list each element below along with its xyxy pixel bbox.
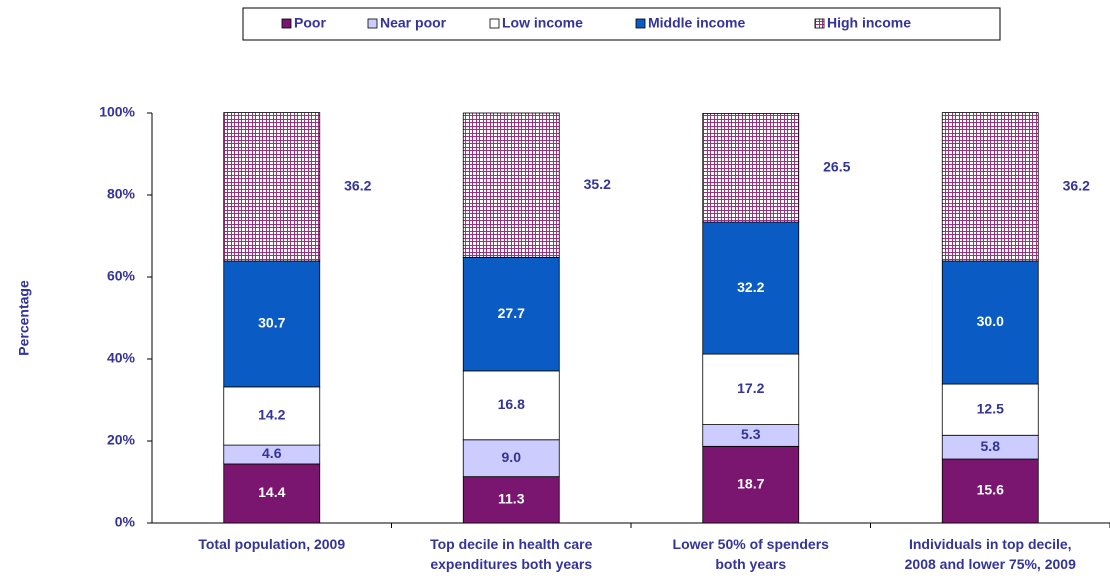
x-tick-label-line: 2008 and lower 75%, 2009 xyxy=(905,556,1076,572)
value-label: 36.2 xyxy=(344,178,371,194)
value-label: 14.4 xyxy=(258,484,285,500)
value-label: 17.2 xyxy=(737,380,764,396)
legend-label: High income xyxy=(827,15,911,31)
legend-swatch xyxy=(635,18,646,29)
value-label: 18.7 xyxy=(737,475,764,491)
x-tick-label-line: Individuals in top decile, xyxy=(909,536,1072,552)
x-tick-label: Total population, 2009 xyxy=(198,536,345,552)
x-tick-label-line: expenditures both years xyxy=(430,556,592,572)
x-tick-label: Top decile in health care expenditures bo… xyxy=(430,536,593,572)
x-tick-label-line: Lower 50% of spenders xyxy=(673,536,830,552)
value-label: 35.2 xyxy=(584,176,611,192)
y-axis-label: Percentage xyxy=(16,280,32,356)
y-tick-label: 100% xyxy=(99,104,135,120)
value-label: 32.2 xyxy=(737,279,764,295)
legend-swatch xyxy=(281,18,292,29)
bar-segment xyxy=(462,112,560,258)
value-label: 16.8 xyxy=(498,396,525,412)
bar-segment xyxy=(462,256,560,372)
bar-segment xyxy=(223,112,321,262)
value-label: 36.2 xyxy=(1063,178,1090,194)
legend-label: Low income xyxy=(502,15,583,31)
x-tick-label-line: Top decile in health care xyxy=(430,536,593,552)
x-tick-label-line: Total population, 2009 xyxy=(198,536,345,552)
bar-segment xyxy=(702,221,800,355)
bar-segment xyxy=(702,353,800,425)
legend-label: Near poor xyxy=(380,15,447,31)
value-label: 5.3 xyxy=(741,426,761,442)
legend-swatch xyxy=(814,18,825,29)
bar-segment xyxy=(702,445,800,524)
bar-segment xyxy=(223,260,321,388)
legend-swatch xyxy=(367,18,378,29)
legend-label: Middle income xyxy=(648,15,745,31)
y-tick-label: 20% xyxy=(107,432,136,448)
bar-segment xyxy=(941,260,1039,385)
value-label: 4.6 xyxy=(262,445,282,461)
bar-segment xyxy=(462,476,560,524)
y-tick-label: 40% xyxy=(107,350,136,366)
value-label: 11.3 xyxy=(498,491,525,507)
bar-segment xyxy=(223,386,321,446)
value-label: 30.0 xyxy=(977,313,1004,329)
bar-segment xyxy=(702,113,800,223)
value-label: 30.7 xyxy=(258,315,285,331)
bar-segment xyxy=(941,458,1039,524)
bar-segment xyxy=(462,370,560,441)
legend-label: Poor xyxy=(294,15,326,31)
value-label: 12.5 xyxy=(977,400,1004,416)
x-tick-label-line: both years xyxy=(715,556,786,572)
value-label: 14.2 xyxy=(258,407,285,423)
value-label: 26.5 xyxy=(823,158,850,174)
value-label: 27.7 xyxy=(498,305,525,321)
bar-segment xyxy=(941,383,1039,436)
value-label: 15.6 xyxy=(977,482,1004,498)
y-tick-label: 60% xyxy=(107,268,136,284)
value-label: 9.0 xyxy=(502,449,522,465)
value-label: 5.8 xyxy=(981,438,1001,454)
x-tick-label: Individuals in top decile, 2008 and lower… xyxy=(905,536,1076,572)
legend-swatch xyxy=(489,18,500,29)
bar-segment xyxy=(941,112,1039,262)
bar-segment xyxy=(462,439,560,478)
y-tick-label: 0% xyxy=(115,514,136,530)
bar-segment xyxy=(223,463,321,524)
y-tick-label: 80% xyxy=(107,186,136,202)
x-tick-label: Lower 50% of spenders both years xyxy=(673,536,830,572)
